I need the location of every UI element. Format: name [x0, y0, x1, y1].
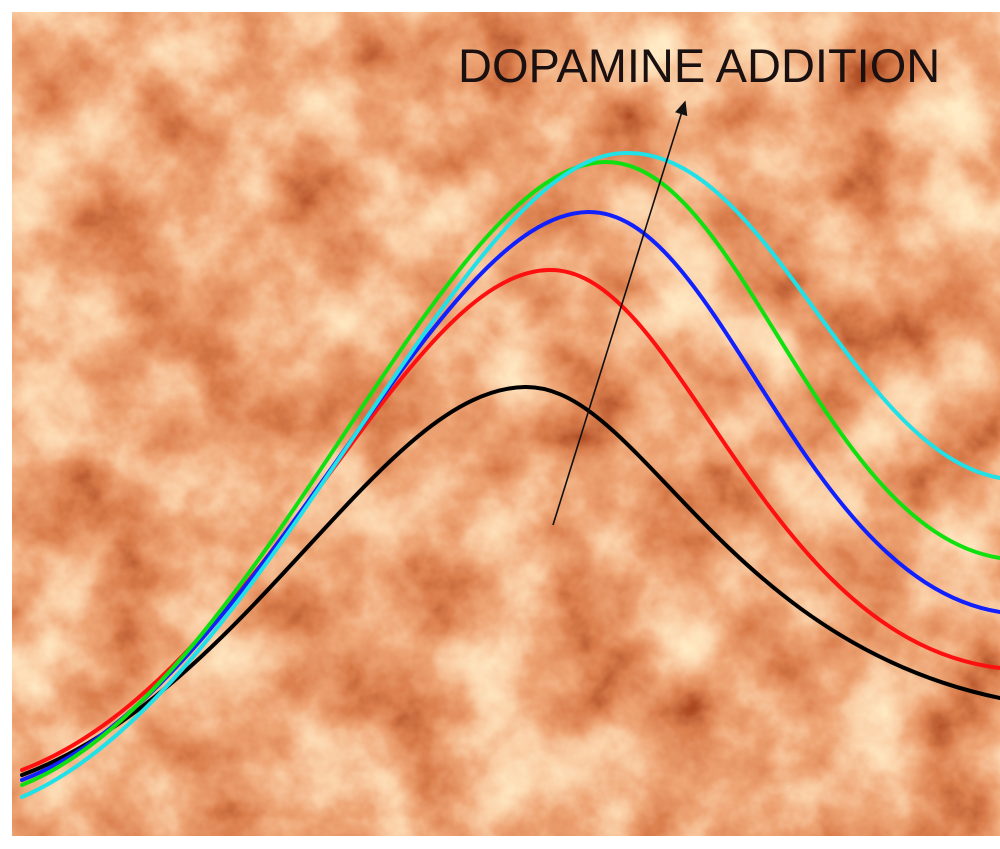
curve-blue: [20, 209, 1000, 782]
afm-image: [12, 12, 1000, 836]
curve-black: [20, 384, 1000, 777]
arrow: [552, 100, 688, 526]
curves: [20, 150, 1000, 799]
curve-cyan: [20, 150, 1000, 799]
annotation-label: DOPAMINE ADDITION: [458, 39, 940, 92]
